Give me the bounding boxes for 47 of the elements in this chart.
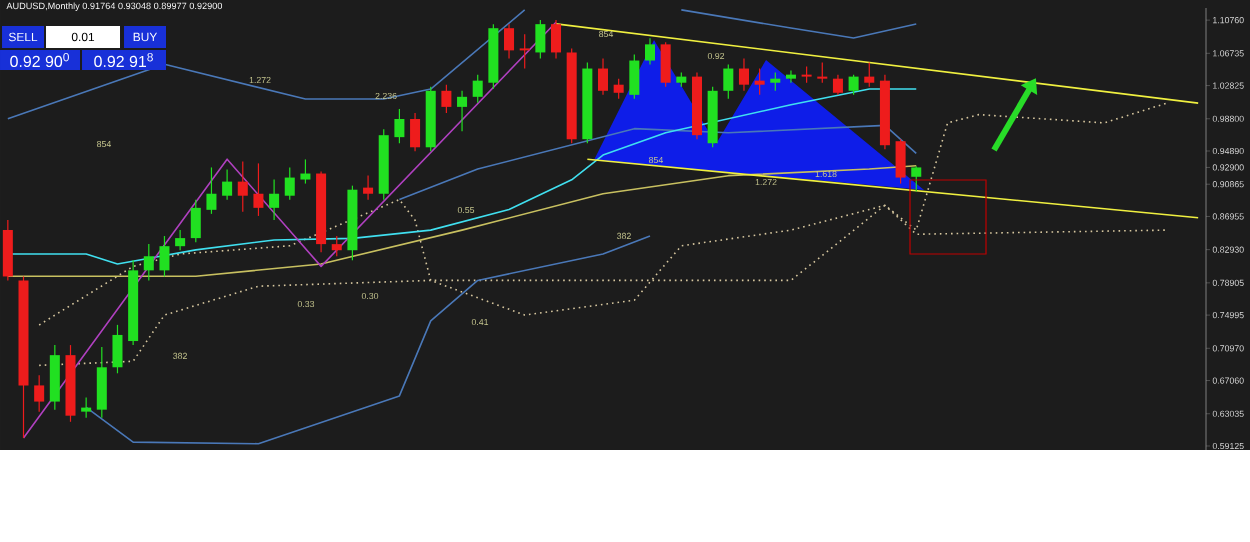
candlestick (190, 199, 201, 243)
candlestick (895, 138, 906, 185)
candlestick (206, 166, 217, 215)
candlestick (848, 74, 859, 96)
line-series (680, 9, 918, 39)
candlestick (441, 84, 452, 114)
line-series (398, 124, 918, 201)
candlestick (269, 178, 280, 221)
candlestick (770, 71, 781, 92)
candlestick (112, 324, 123, 374)
candlestick (504, 23, 515, 60)
candlestick (457, 90, 468, 132)
candlestick (237, 160, 248, 213)
candlestick (832, 74, 843, 96)
candlestick (613, 78, 624, 100)
candlestick (363, 174, 374, 201)
candlestick (519, 33, 530, 70)
candlestick (2, 219, 13, 282)
candlestick (785, 69, 796, 84)
candlestick (96, 346, 107, 419)
candlestick (81, 396, 92, 419)
candlestick (817, 61, 828, 84)
candlestick (629, 53, 640, 100)
candlestick (284, 166, 295, 201)
candlestick (911, 165, 922, 193)
candlestick (222, 168, 233, 201)
candlestick (864, 61, 875, 88)
candlestick (159, 235, 170, 278)
candlestick (472, 74, 483, 104)
candlestick (253, 162, 264, 217)
candlestick (143, 243, 154, 282)
candlestick (754, 67, 765, 96)
candlestick (34, 374, 45, 413)
candlestick (535, 19, 546, 60)
candlestick (410, 112, 421, 152)
candlestick (660, 41, 671, 88)
candlestick (175, 229, 186, 251)
candlestick (644, 37, 656, 66)
candlestick (551, 19, 562, 60)
candlestick (597, 57, 609, 96)
candlestick (300, 158, 311, 185)
candlestick (394, 108, 405, 144)
line-series (7, 9, 526, 120)
candlestick (723, 63, 734, 100)
candlestick (331, 235, 342, 257)
candlestick (49, 344, 60, 411)
candlestick (738, 57, 749, 92)
